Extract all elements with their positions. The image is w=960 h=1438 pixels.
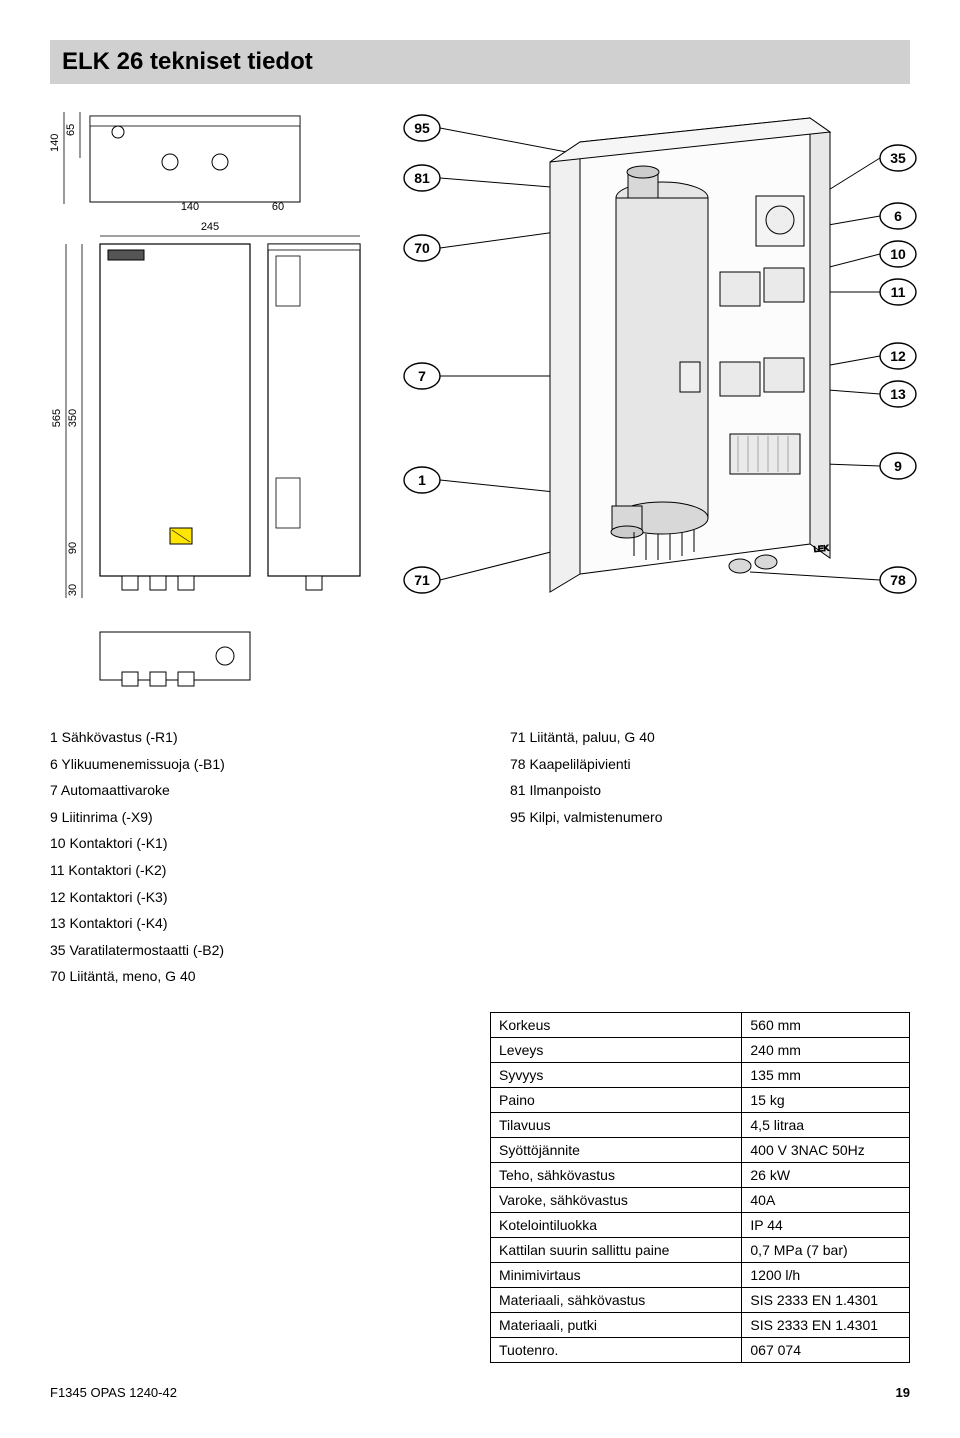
spec-label: Tuotenro. (491, 1337, 742, 1362)
dim-label: 30 (67, 584, 79, 596)
spec-label: Leveys (491, 1037, 742, 1062)
exploded-view: 95 81 70 7 1 71 35 6 10 11 12 13 (400, 102, 920, 694)
table-row: Tuotenro.067 074 (491, 1337, 910, 1362)
spec-label: Kattilan suurin sallittu paine (491, 1237, 742, 1262)
legend-item: 1 Sähkövastus (-R1) (50, 724, 450, 751)
spec-value: 26 kW (742, 1162, 910, 1187)
callout: 1 (418, 472, 426, 488)
legend-item: 7 Automaattivaroke (50, 777, 450, 804)
spec-value: 15 kg (742, 1087, 910, 1112)
callout: 9 (894, 458, 902, 474)
table-row: Korkeus560 mm (491, 1012, 910, 1037)
legend-item: 6 Ylikuumenemissuoja (-B1) (50, 751, 450, 778)
callout: 6 (894, 208, 902, 224)
spec-value: 400 V 3NAC 50Hz (742, 1137, 910, 1162)
spec-value: 135 mm (742, 1062, 910, 1087)
callout: 7 (418, 368, 426, 384)
dim-label: 140 (181, 201, 199, 212)
legend-item: 9 Liitinrima (-X9) (50, 804, 450, 831)
table-row: Materiaali, putkiSIS 2333 EN 1.4301 (491, 1312, 910, 1337)
spec-value: 240 mm (742, 1037, 910, 1062)
spec-label: Minimivirtaus (491, 1262, 742, 1287)
table-row: Kattilan suurin sallittu paine0,7 MPa (7… (491, 1237, 910, 1262)
spec-label: Materiaali, putki (491, 1312, 742, 1337)
dim-label: 60 (272, 201, 284, 212)
legend-item: 10 Kontaktori (-K1) (50, 830, 450, 857)
table-row: Syöttöjännite400 V 3NAC 50Hz (491, 1137, 910, 1162)
figure-row: 140 65 140 60 245 565 (50, 102, 910, 694)
dim-label: 565 (51, 409, 63, 427)
callout: 95 (414, 120, 430, 136)
dim-label: 90 (67, 542, 79, 554)
table-row: KotelointiluokkaIP 44 (491, 1212, 910, 1237)
spec-value: 4,5 litraa (742, 1112, 910, 1137)
table-row: Teho, sähkövastus26 kW (491, 1162, 910, 1187)
spec-label: Paino (491, 1087, 742, 1112)
legend-item: 95 Kilpi, valmistenumero (510, 804, 910, 831)
callout: 11 (891, 284, 906, 300)
footer-page-number: 19 (896, 1385, 910, 1400)
spec-value: 067 074 (742, 1337, 910, 1362)
legend-item: 81 Ilmanpoisto (510, 777, 910, 804)
dimensioned-drawings: 140 65 140 60 245 565 (50, 102, 390, 694)
page-title: ELK 26 tekniset tiedot (62, 48, 898, 76)
spec-label: Syöttöjännite (491, 1137, 742, 1162)
legend-item: 11 Kontaktori (-K2) (50, 857, 450, 884)
spec-table: Korkeus560 mmLeveys240 mmSyvyys135 mmPai… (490, 1012, 910, 1363)
table-row: Materiaali, sähkövastusSIS 2333 EN 1.430… (491, 1287, 910, 1312)
callout: 71 (414, 572, 430, 588)
spec-label: Tilavuus (491, 1112, 742, 1137)
title-bar: ELK 26 tekniset tiedot (50, 40, 910, 84)
table-row: Paino15 kg (491, 1087, 910, 1112)
spec-label: Materiaali, sähkövastus (491, 1287, 742, 1312)
spec-value: 560 mm (742, 1012, 910, 1037)
callout: 12 (890, 348, 906, 364)
callout: 35 (890, 150, 906, 166)
spec-value: 1200 l/h (742, 1262, 910, 1287)
exploded-diagram: 95 81 70 7 1 71 35 6 10 11 12 13 (400, 102, 920, 612)
legend-item: 78 Kaapeliläpivienti (510, 751, 910, 778)
dim-label: 245 (201, 221, 219, 233)
legend-item: 71 Liitäntä, paluu, G 40 (510, 724, 910, 751)
spec-label: Varoke, sähkövastus (491, 1187, 742, 1212)
svg-text:LEK: LEK (813, 543, 830, 554)
spec-value: IP 44 (742, 1212, 910, 1237)
callout: 81 (414, 170, 430, 186)
legend-item: 35 Varatilatermostaatti (-B2) (50, 937, 450, 964)
table-row: Leveys240 mm (491, 1037, 910, 1062)
boiler-body: LEK (550, 118, 830, 592)
bottom-view-drawing (50, 624, 390, 694)
top-view-drawing: 140 65 140 60 (50, 102, 390, 212)
spec-label: Syvyys (491, 1062, 742, 1087)
legend-left-col: 1 Sähkövastus (-R1) 6 Ylikuumenemissuoja… (50, 724, 450, 990)
dim-label: 350 (67, 409, 79, 427)
table-row: Syvyys135 mm (491, 1062, 910, 1087)
callout: 78 (890, 572, 906, 588)
footer-left: F1345 OPAS 1240-42 (50, 1385, 177, 1400)
table-row: Varoke, sähkövastus40A (491, 1187, 910, 1212)
front-side-drawing: 245 565 350 90 30 (50, 218, 390, 618)
spec-table-wrap: Korkeus560 mmLeveys240 mmSyvyys135 mmPai… (50, 1012, 910, 1363)
spec-label: Korkeus (491, 1012, 742, 1037)
dim-label: 140 (50, 134, 61, 152)
legend-right-col: 71 Liitäntä, paluu, G 40 78 Kaapeliläpiv… (510, 724, 910, 990)
page-footer: F1345 OPAS 1240-42 19 (50, 1385, 910, 1400)
spec-value: 0,7 MPa (7 bar) (742, 1237, 910, 1262)
spec-label: Teho, sähkövastus (491, 1162, 742, 1187)
legend-item: 12 Kontaktori (-K3) (50, 884, 450, 911)
dim-label: 65 (65, 124, 77, 136)
callout: 13 (890, 386, 906, 402)
spec-label: Kotelointiluokka (491, 1212, 742, 1237)
spec-value: 40A (742, 1187, 910, 1212)
callout: 10 (890, 246, 906, 262)
spec-value: SIS 2333 EN 1.4301 (742, 1312, 910, 1337)
callout: 70 (414, 240, 430, 256)
table-row: Tilavuus4,5 litraa (491, 1112, 910, 1137)
legend-item: 70 Liitäntä, meno, G 40 (50, 963, 450, 990)
spec-value: SIS 2333 EN 1.4301 (742, 1287, 910, 1312)
legend: 1 Sähkövastus (-R1) 6 Ylikuumenemissuoja… (50, 724, 910, 990)
table-row: Minimivirtaus1200 l/h (491, 1262, 910, 1287)
legend-item: 13 Kontaktori (-K4) (50, 910, 450, 937)
